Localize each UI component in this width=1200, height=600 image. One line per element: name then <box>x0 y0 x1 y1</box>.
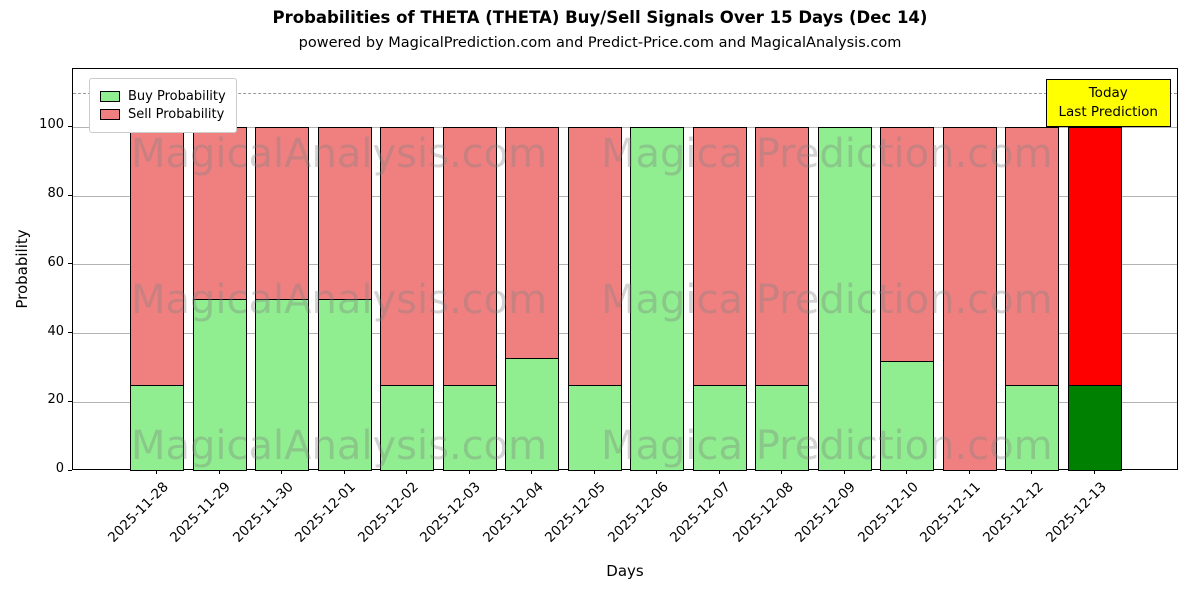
bar-buy-segment <box>1068 385 1122 471</box>
y-tick-mark <box>68 194 72 196</box>
legend-swatch-sell-icon <box>100 109 120 120</box>
chart-subtitle: powered by MagicalPrediction.com and Pre… <box>298 35 902 51</box>
x-tick-mark <box>156 470 157 474</box>
x-tick-label-text: 2025-12-06 <box>604 479 672 546</box>
plot-area: Buy Probability Sell Probability Today L… <box>72 68 1178 471</box>
bar-buy-segment <box>192 299 247 471</box>
x-tick-mark <box>781 470 783 474</box>
bar-sell-segment <box>567 127 622 387</box>
x-axis-label: Days <box>606 562 644 580</box>
threshold-dashed-line <box>73 93 1177 95</box>
y-tick-mark <box>68 263 72 265</box>
chart-title: Probabilities of THETA (THETA) Buy/Sell … <box>272 8 928 27</box>
legend-swatch-buy-icon <box>100 91 120 102</box>
y-tick-mark <box>68 400 72 402</box>
legend-item-buy: Buy Probability <box>100 89 226 104</box>
gridline <box>73 333 1177 335</box>
today-annotation-line1: Today <box>1088 85 1128 101</box>
bar-sell-segment <box>505 127 560 359</box>
bar-buy-segment <box>880 361 935 471</box>
bar-buy-segment <box>380 385 435 471</box>
bar-sell-segment <box>692 127 747 387</box>
bar-sell-segment <box>380 127 435 387</box>
bar-buy-segment <box>817 127 872 471</box>
bar-buy-segment <box>567 385 622 471</box>
x-tick-mark <box>468 470 470 474</box>
gridline <box>73 401 1177 403</box>
x-tick-label-text: 2025-12-07 <box>667 479 735 546</box>
y-tick-mark <box>68 332 72 334</box>
y-tick-label: 0 <box>55 461 64 476</box>
gridline <box>73 264 1177 266</box>
bar-sell-segment <box>1068 127 1122 387</box>
x-tick-label-text: 2025-11-30 <box>229 479 297 546</box>
x-tick-label-text: 2025-12-10 <box>854 479 922 546</box>
bar-sell-segment <box>755 127 810 387</box>
bar-sell-segment <box>192 127 247 301</box>
bar-buy-segment <box>755 385 810 471</box>
bar-sell-segment <box>1005 127 1060 387</box>
bar-buy-segment <box>692 385 747 471</box>
x-tick-mark <box>343 470 345 474</box>
legend-label-buy: Buy Probability <box>128 89 226 104</box>
bar-sell-segment <box>942 127 997 471</box>
x-tick-label-text: 2025-12-03 <box>417 479 484 546</box>
gridline <box>73 126 1177 128</box>
x-tick-mark <box>1031 470 1033 474</box>
x-tick-mark <box>968 470 970 474</box>
x-tick-mark <box>406 470 408 474</box>
x-tick-label-text: 2025-12-01 <box>292 479 359 546</box>
x-tick-label-text: 2025-12-02 <box>354 479 422 546</box>
legend-item-sell: Sell Probability <box>100 107 226 122</box>
x-tick-mark <box>218 470 220 474</box>
bar-sell-segment <box>880 127 935 363</box>
gridline <box>73 195 1177 197</box>
bar-sell-segment <box>442 127 497 387</box>
x-tick-mark <box>281 470 283 474</box>
x-tick-mark <box>656 470 658 474</box>
bar-buy-segment <box>505 357 560 471</box>
x-tick-mark <box>531 470 533 474</box>
x-tick-label-text: 2025-11-29 <box>167 479 234 546</box>
bar-buy-segment <box>1005 385 1060 471</box>
bar-buy-segment <box>317 299 372 471</box>
bar-buy-segment <box>630 127 685 471</box>
x-tick-label-text: 2025-12-04 <box>479 479 547 546</box>
y-tick-label: 40 <box>47 323 64 339</box>
y-tick-label: 80 <box>47 186 64 202</box>
y-tick-label: 100 <box>39 117 64 133</box>
x-tick-mark <box>906 470 908 474</box>
bar-buy-segment <box>130 385 184 471</box>
bar-buy-segment <box>442 385 497 471</box>
x-tick-mark <box>1094 470 1095 474</box>
x-tick-label-text: 2025-12-05 <box>542 479 610 546</box>
x-tick-label-text: 2025-12-08 <box>729 479 797 546</box>
bar-sell-segment <box>130 127 184 387</box>
legend: Buy Probability Sell Probability <box>89 78 237 133</box>
y-tick-label: 60 <box>47 254 64 270</box>
today-annotation: Today Last Prediction <box>1045 79 1171 127</box>
y-tick-label: 20 <box>47 392 64 408</box>
x-tick-label-text: 2025-12-11 <box>917 479 985 546</box>
bar-sell-segment <box>317 127 372 301</box>
bar-buy-segment <box>255 299 310 471</box>
x-tick-label-text: 2025-12-09 <box>792 479 860 546</box>
x-tick-label-text: 2025-12-12 <box>979 479 1047 546</box>
y-tick-mark <box>68 469 72 471</box>
x-tick-label-text: 2025-11-28 <box>104 479 172 546</box>
x-tick-label-text: 2025-12-13 <box>1042 479 1110 546</box>
y-tick-mark <box>68 125 72 127</box>
today-annotation-line2: Last Prediction <box>1058 103 1158 120</box>
bar-sell-segment <box>255 127 310 301</box>
x-tick-mark <box>718 470 720 474</box>
legend-label-sell: Sell Probability <box>128 107 225 122</box>
x-tick-mark <box>843 470 845 474</box>
x-tick-mark <box>593 470 595 474</box>
